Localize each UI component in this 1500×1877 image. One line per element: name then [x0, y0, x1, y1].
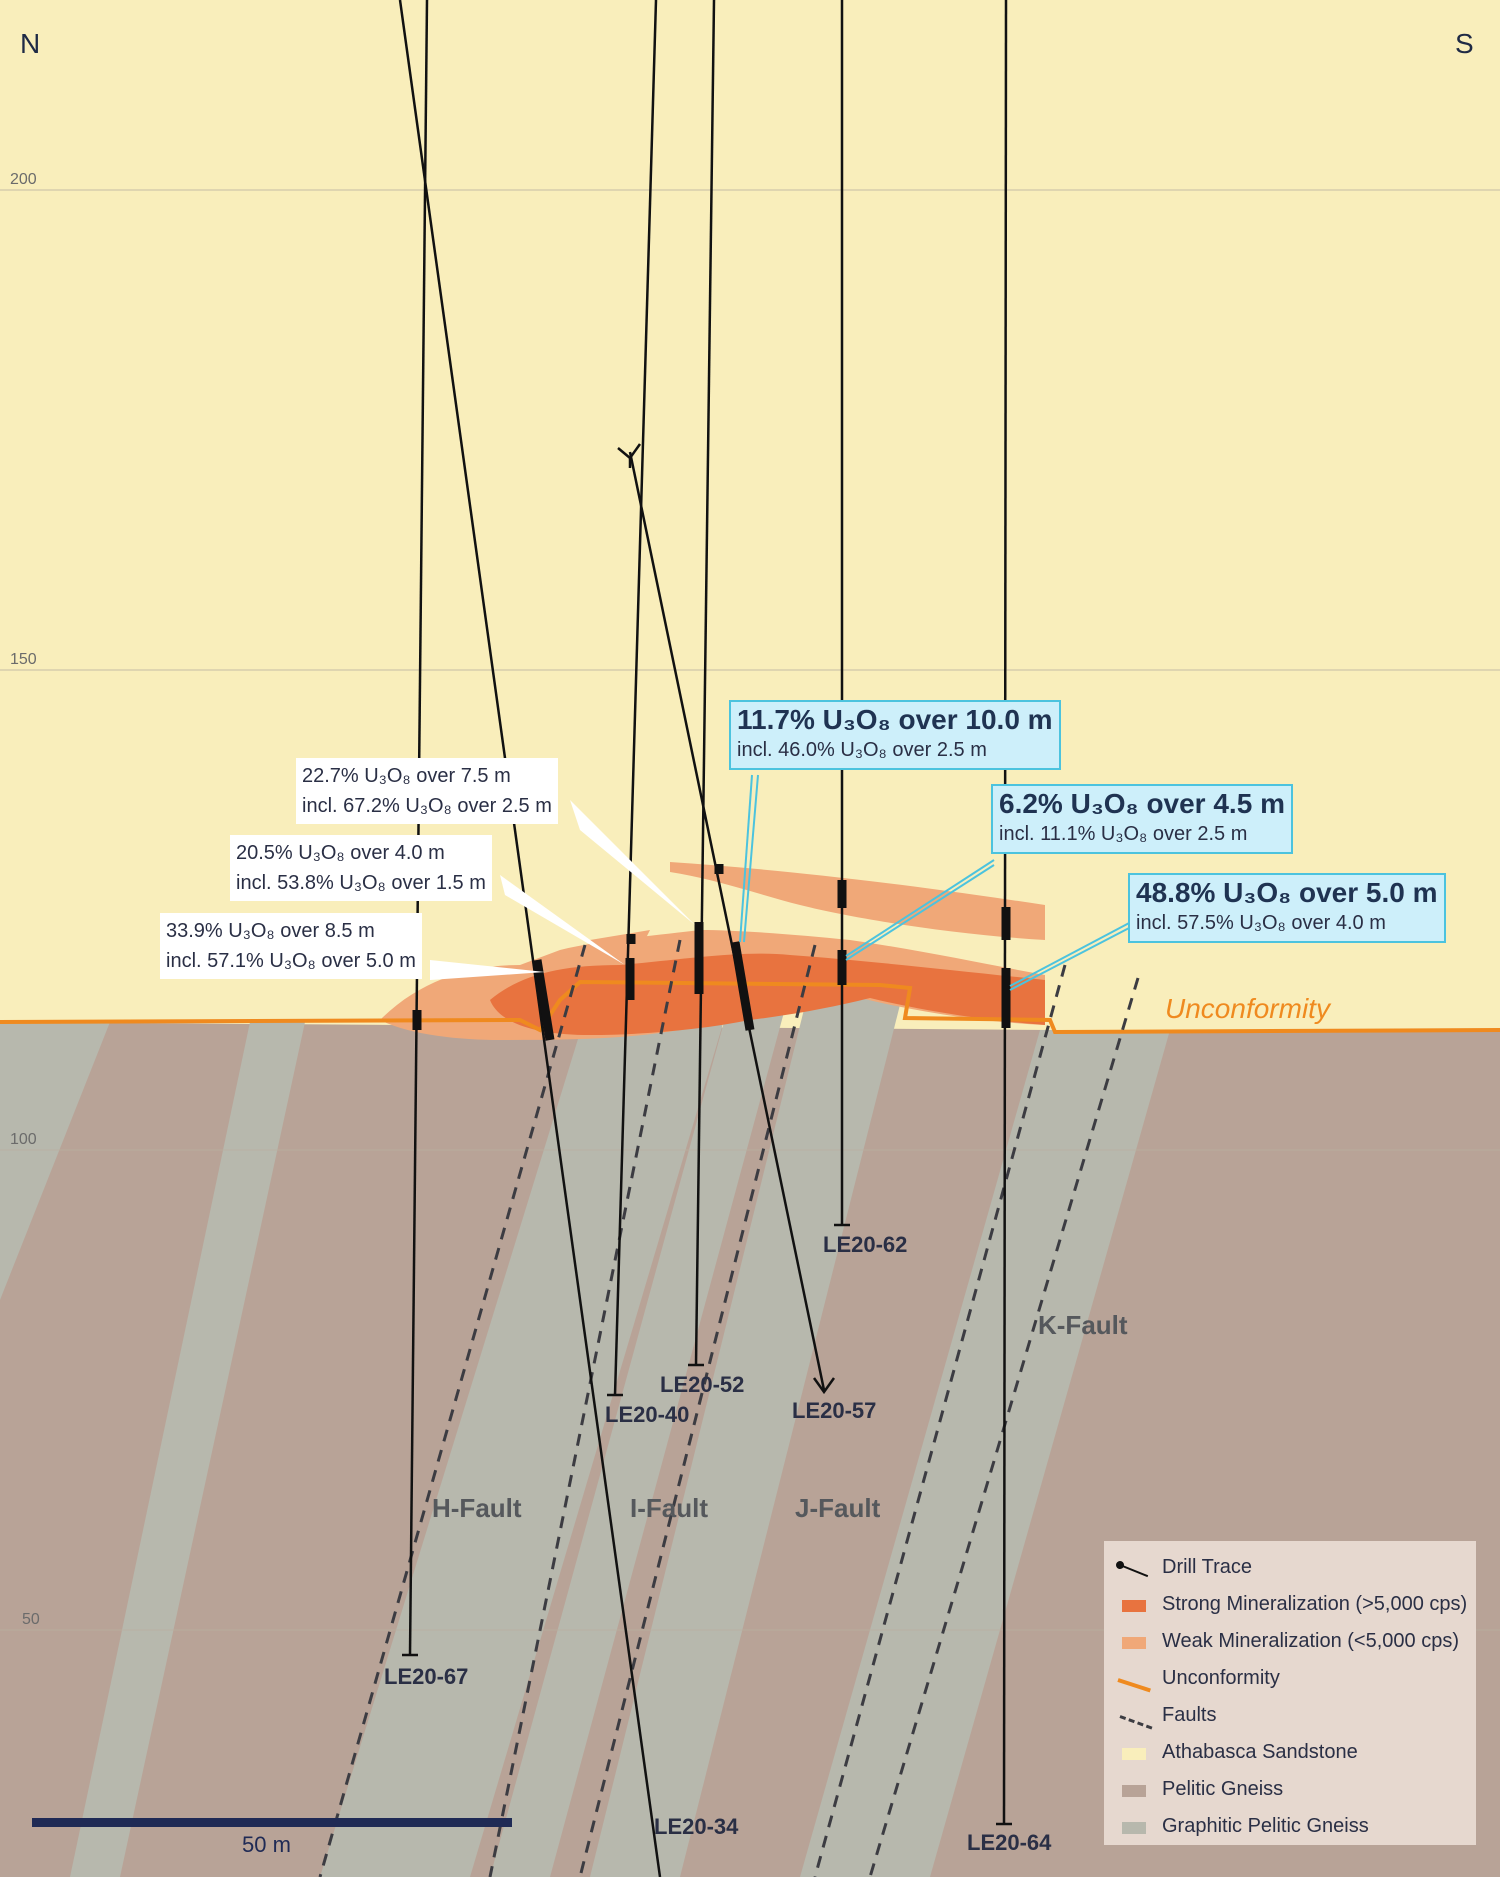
- fault-label-j: J-Fault: [795, 1493, 881, 1523]
- graphitic-band: [320, 1000, 730, 1877]
- pelitic-gneiss-swatch: [1114, 1780, 1154, 1800]
- intercept-marks: [412, 864, 1011, 1041]
- legend-label: Strong Mineralization (>5,000 cps): [1162, 1593, 1468, 1615]
- callout-line2: incl. 57.5% U₃O₈ over 4.0 m: [1136, 912, 1386, 934]
- drill-arrow-head: [812, 1377, 836, 1395]
- fault-label-h: H-Fault: [432, 1493, 522, 1523]
- callout-line1: 6.2% U₃O₈ over 4.5 m: [999, 788, 1285, 819]
- scale-bar-label: 50 m: [242, 1832, 291, 1857]
- legend-item-sandstone: Athabasca Sandstone: [1114, 1734, 1476, 1771]
- graphitic-gneiss-swatch: [1114, 1817, 1154, 1837]
- graphitic-band: [490, 990, 790, 1877]
- legend: Drill Trace Strong Mineralization (>5,00…: [1104, 1541, 1476, 1845]
- legend-item-pelitic: Pelitic Gneiss: [1114, 1771, 1476, 1808]
- fault-labels: H-Fault I-Fault J-Fault K-Fault: [432, 1310, 1128, 1523]
- drill-collar-mark: [617, 443, 642, 468]
- legend-label: Graphitic Pelitic Gneiss: [1162, 1815, 1369, 1837]
- legend-item-weak: Weak Mineralization (<5,000 cps): [1114, 1623, 1476, 1660]
- legend-label: Athabasca Sandstone: [1162, 1741, 1358, 1763]
- elevation-label: 50: [22, 1611, 40, 1628]
- callout-line1: 11.7% U₃O₈ over 10.0 m: [737, 704, 1053, 735]
- callout-line2: incl. 11.1% U₃O₈ over 2.5 m: [999, 823, 1248, 845]
- elevation-label: 100: [10, 1131, 37, 1148]
- grade-callout-highlight: 6.2% U₃O₈ over 4.5 m incl. 11.1% U₃O₈ ov…: [991, 784, 1293, 854]
- fault-label-i: I-Fault: [630, 1493, 708, 1523]
- callout-line1: 20.5% U₃O₈ over 4.0 m: [236, 842, 445, 864]
- weak-mineralization-swatch: [1114, 1632, 1154, 1652]
- callout-leaders: [430, 800, 695, 980]
- drill-end-ticks: [402, 1223, 1012, 1826]
- legend-item-drill-trace: Drill Trace: [1114, 1549, 1476, 1586]
- legend-label: Unconformity: [1162, 1667, 1280, 1689]
- drill-label-le20-52: LE20-52: [660, 1372, 744, 1397]
- legend-label: Faults: [1162, 1704, 1217, 1726]
- weak-mineralization: [670, 862, 1045, 940]
- unconformity-line: [0, 979, 1500, 1035]
- grade-callout-highlight: 48.8% U₃O₈ over 5.0 m incl. 57.5% U₃O₈ o…: [1128, 873, 1446, 943]
- callout-line2: incl. 46.0% U₃O₈ over 2.5 m: [737, 739, 987, 761]
- drill-label-le20-62: LE20-62: [823, 1232, 907, 1257]
- grade-callout: 20.5% U₃O₈ over 4.0 m incl. 53.8% U₃O₈ o…: [230, 835, 492, 901]
- grade-callout: 22.7% U₃O₈ over 7.5 m incl. 67.2% U₃O₈ o…: [296, 758, 558, 824]
- fault-label-k: K-Fault: [1038, 1310, 1128, 1340]
- north-label: N: [20, 28, 41, 59]
- grade-callout-highlight: 11.7% U₃O₈ over 10.0 m incl. 46.0% U₃O₈ …: [729, 700, 1061, 770]
- highlight-leaders: [739, 774, 1132, 991]
- elevation-label: 150: [10, 651, 37, 668]
- unconformity-label: Unconformity: [1165, 993, 1332, 1024]
- grade-callout: 33.9% U₃O₈ over 8.5 m incl. 57.1% U₃O₈ o…: [160, 913, 422, 979]
- drill-label-le20-40: LE20-40: [605, 1402, 689, 1427]
- unconformity-line-icon: [1114, 1669, 1154, 1692]
- elevation-label: 200: [10, 171, 37, 188]
- drill-label-le20-67: LE20-67: [384, 1664, 468, 1689]
- callout-line1: 33.9% U₃O₈ over 8.5 m: [166, 920, 375, 942]
- legend-label: Pelitic Gneiss: [1162, 1778, 1284, 1800]
- drill-trace-icon: [1114, 1558, 1154, 1578]
- legend-label: Drill Trace: [1162, 1556, 1253, 1578]
- callout-line1: 22.7% U₃O₈ over 7.5 m: [302, 765, 511, 787]
- legend-item-unconformity: Unconformity: [1114, 1660, 1476, 1697]
- sandstone-swatch: [1114, 1743, 1154, 1763]
- legend-item-graphitic: Graphitic Pelitic Gneiss: [1114, 1808, 1476, 1845]
- graphitic-band: [800, 1030, 1170, 1877]
- legend-item-strong: Strong Mineralization (>5,000 cps): [1114, 1586, 1476, 1623]
- legend-item-faults: Faults: [1114, 1697, 1476, 1734]
- drill-hole-labels: LE20-67 LE20-34 LE20-40 LE20-52 LE20-57 …: [384, 1232, 1052, 1855]
- drill-label-le20-34: LE20-34: [654, 1814, 739, 1839]
- drill-label-le20-57: LE20-57: [792, 1398, 876, 1423]
- south-label: S: [1455, 28, 1474, 59]
- elevation-labels: 200 150 100 50: [10, 171, 40, 1628]
- callout-line2: incl. 53.8% U₃O₈ over 1.5 m: [236, 872, 486, 894]
- strong-mineralization-swatch: [1114, 1595, 1154, 1615]
- graphitic-band: [70, 1022, 305, 1877]
- graphitic-band: [590, 985, 905, 1877]
- fault-dash-icon: [1114, 1706, 1154, 1730]
- graphitic-band: [0, 1022, 110, 1300]
- scale-bar: [32, 1818, 512, 1827]
- callout-line2: incl. 67.2% U₃O₈ over 2.5 m: [302, 795, 552, 817]
- callout-line1: 48.8% U₃O₈ over 5.0 m: [1136, 877, 1438, 908]
- callout-line2: incl. 57.1% U₃O₈ over 5.0 m: [166, 950, 416, 972]
- drill-label-le20-64: LE20-64: [967, 1830, 1052, 1855]
- legend-label: Weak Mineralization (<5,000 cps): [1162, 1630, 1459, 1652]
